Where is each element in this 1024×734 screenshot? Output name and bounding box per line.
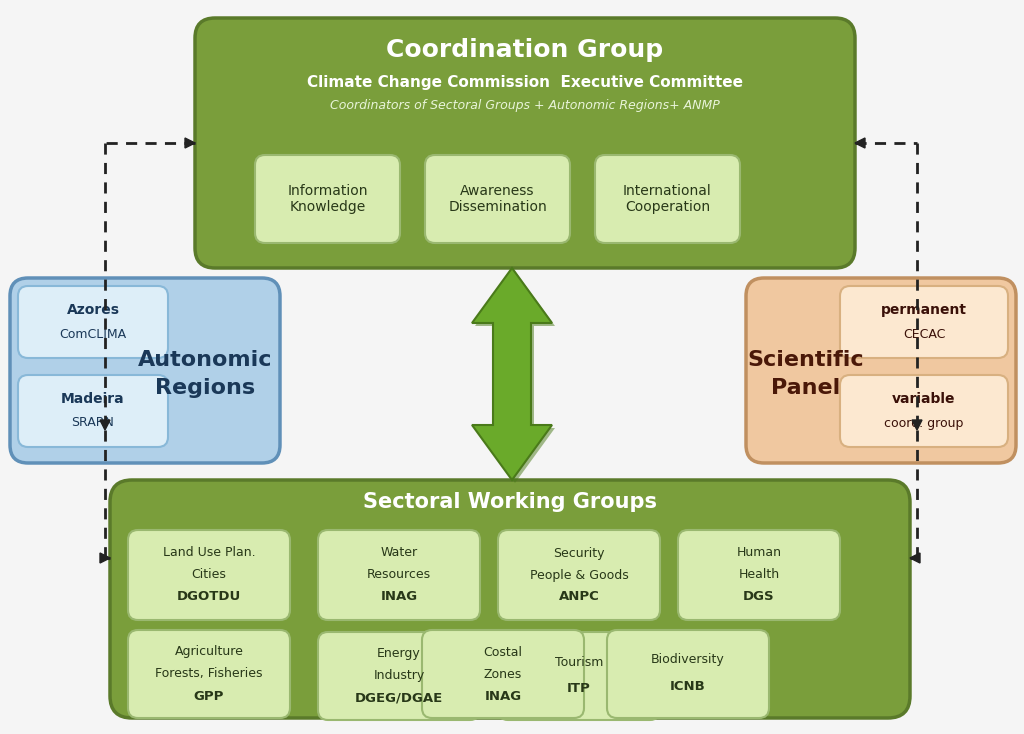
Text: People & Goods: People & Goods xyxy=(529,569,629,581)
Polygon shape xyxy=(910,553,920,563)
Text: Human: Human xyxy=(736,547,781,559)
Text: International
Cooperation: International Cooperation xyxy=(624,184,712,214)
Text: Autonomic: Autonomic xyxy=(138,351,272,371)
Text: Land Use Plan.: Land Use Plan. xyxy=(163,547,255,559)
FancyBboxPatch shape xyxy=(128,530,290,620)
Text: Cities: Cities xyxy=(191,569,226,581)
Text: Sectoral Working Groups: Sectoral Working Groups xyxy=(362,492,657,512)
Text: INAG: INAG xyxy=(381,590,418,603)
Text: Forests, Fisheries: Forests, Fisheries xyxy=(156,667,263,680)
FancyBboxPatch shape xyxy=(498,530,660,620)
Text: Climate Change Commission  Executive Committee: Climate Change Commission Executive Comm… xyxy=(307,76,743,90)
Text: Panel: Panel xyxy=(771,379,841,399)
FancyBboxPatch shape xyxy=(255,155,400,243)
Text: permanent: permanent xyxy=(881,303,967,317)
FancyBboxPatch shape xyxy=(18,375,168,447)
Text: INAG: INAG xyxy=(484,689,521,702)
Polygon shape xyxy=(855,138,865,148)
FancyBboxPatch shape xyxy=(498,632,660,720)
Text: Regions: Regions xyxy=(155,379,255,399)
Text: Tourism: Tourism xyxy=(555,655,603,669)
Polygon shape xyxy=(100,553,110,563)
Text: Coordinators of Sectoral Groups + Autonomic Regions+ ANMP: Coordinators of Sectoral Groups + Autono… xyxy=(330,100,720,112)
Text: Madeira: Madeira xyxy=(61,392,125,406)
Text: Costal: Costal xyxy=(483,645,522,658)
FancyBboxPatch shape xyxy=(840,375,1008,447)
Text: Biodiversity: Biodiversity xyxy=(651,653,725,666)
Text: DGOTDU: DGOTDU xyxy=(177,590,241,603)
Text: Resources: Resources xyxy=(367,569,431,581)
Text: CECAC: CECAC xyxy=(903,327,945,341)
Text: ANPC: ANPC xyxy=(559,590,599,603)
Polygon shape xyxy=(912,420,922,430)
FancyBboxPatch shape xyxy=(425,155,570,243)
FancyBboxPatch shape xyxy=(318,530,480,620)
FancyBboxPatch shape xyxy=(746,278,1016,463)
Text: DGS: DGS xyxy=(743,590,775,603)
FancyBboxPatch shape xyxy=(318,632,480,720)
FancyBboxPatch shape xyxy=(10,278,280,463)
Text: ICNB: ICNB xyxy=(670,680,706,692)
Text: variable: variable xyxy=(892,392,955,406)
Text: Industry: Industry xyxy=(374,669,425,683)
Text: ComCLIMA: ComCLIMA xyxy=(59,327,127,341)
Text: Scientific: Scientific xyxy=(748,351,864,371)
Text: ITP: ITP xyxy=(567,681,591,694)
Text: Health: Health xyxy=(738,569,779,581)
Text: Agriculture: Agriculture xyxy=(174,645,244,658)
FancyBboxPatch shape xyxy=(128,630,290,718)
Text: Awareness
Dissemination: Awareness Dissemination xyxy=(449,184,547,214)
FancyBboxPatch shape xyxy=(678,530,840,620)
Polygon shape xyxy=(100,420,110,430)
FancyBboxPatch shape xyxy=(110,480,910,718)
Text: Energy: Energy xyxy=(377,647,421,661)
FancyBboxPatch shape xyxy=(607,630,769,718)
FancyBboxPatch shape xyxy=(422,630,584,718)
FancyBboxPatch shape xyxy=(595,155,740,243)
Text: Azores: Azores xyxy=(67,303,120,317)
FancyBboxPatch shape xyxy=(18,286,168,358)
Text: Security: Security xyxy=(553,547,605,559)
Text: coord. group: coord. group xyxy=(885,416,964,429)
FancyBboxPatch shape xyxy=(840,286,1008,358)
Text: SRARN: SRARN xyxy=(72,416,115,429)
Text: DGEG/DGAE: DGEG/DGAE xyxy=(355,691,443,705)
Text: Information
Knowledge: Information Knowledge xyxy=(288,184,368,214)
FancyBboxPatch shape xyxy=(195,18,855,268)
Text: Water: Water xyxy=(381,547,418,559)
Polygon shape xyxy=(475,271,555,483)
Text: Zones: Zones xyxy=(484,667,522,680)
Text: Coordination Group: Coordination Group xyxy=(386,38,664,62)
Polygon shape xyxy=(185,138,195,148)
Polygon shape xyxy=(472,268,552,480)
Text: GPP: GPP xyxy=(194,689,224,702)
